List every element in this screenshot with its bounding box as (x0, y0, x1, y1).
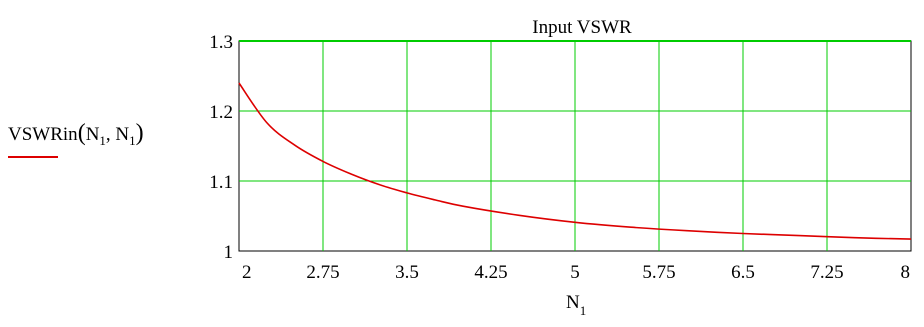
y-tick-labels: 1 1.1 1.2 1.3 (209, 32, 233, 263)
x-tick-labels: 2 2.75 3.5 4.25 5 5.75 6.5 7.25 8 (242, 262, 910, 283)
x-tick-label: 3.5 (395, 262, 419, 283)
y-tick-label: 1 (224, 242, 234, 263)
x-tick-label: 2 (242, 262, 252, 283)
x-tick-label: 4.25 (474, 262, 507, 283)
y-label-arg1-sub: 1 (99, 133, 106, 148)
y-label-arg2: N (115, 124, 129, 145)
y-label-arg1: N (86, 124, 100, 145)
x-tick-label: 7.25 (810, 262, 843, 283)
y-label-function: VSWRin (8, 124, 78, 145)
x-tick-label: 5.75 (642, 262, 675, 283)
y-label-arg2-sub: 1 (129, 133, 136, 148)
x-axis-label: N1 (566, 292, 586, 318)
y-label-lparen: ( (78, 120, 86, 146)
x-tick-label: 5 (570, 262, 580, 283)
y-tick-label: 1.2 (209, 102, 233, 123)
series-layer (238, 82, 912, 240)
y-axis-label: VSWRin(N1, N1) (8, 120, 144, 148)
series-line (238, 82, 912, 240)
y-label-comma: , (106, 124, 116, 145)
x-label-main: N (566, 292, 580, 313)
x-tick-label: 2.75 (306, 262, 339, 283)
y-tick-label: 1.3 (209, 32, 233, 53)
grid (239, 40, 911, 251)
y-label-rparen: ) (136, 120, 144, 146)
x-label-sub: 1 (580, 303, 587, 318)
chart-title: Input VSWR (532, 17, 632, 38)
y-tick-label: 1.1 (209, 172, 233, 193)
x-tick-label: 6.5 (731, 262, 755, 283)
x-tick-label: 8 (901, 262, 911, 283)
